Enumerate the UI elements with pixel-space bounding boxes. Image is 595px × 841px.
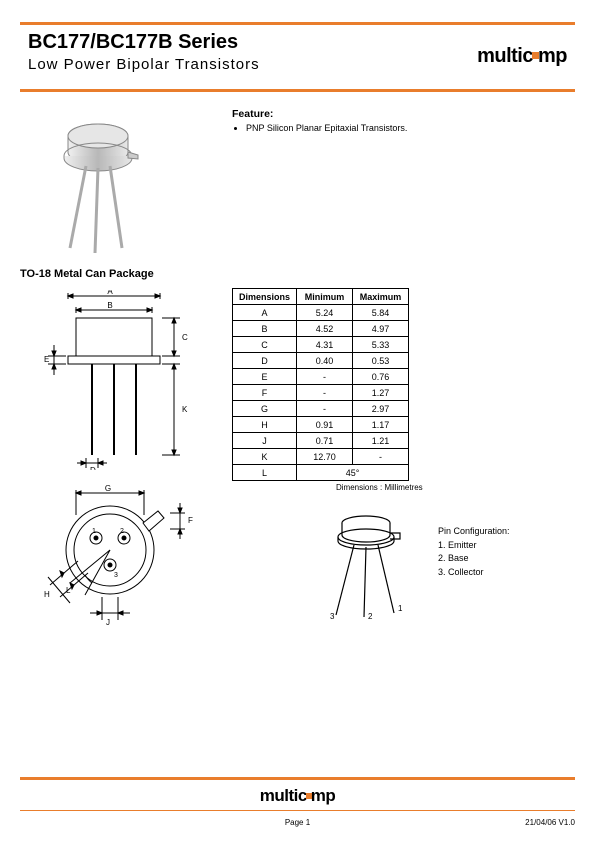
brand-logo-top: multicmp xyxy=(477,45,567,89)
pin-config-block: Pin Configuration: 1. Emitter 2. Base 3.… xyxy=(438,525,510,579)
dim-label-l: L xyxy=(66,586,71,595)
pin-num-2: 2 xyxy=(120,528,124,535)
series-subtitle: Low Power Bipolar Transistors xyxy=(28,56,260,73)
table-row: F-1.27 xyxy=(233,385,409,401)
dimensions-note: Dimensions : Millimetres xyxy=(336,483,423,492)
col-max: Maximum xyxy=(353,289,409,305)
datasheet-page: BC177/BC177B Series Low Power Bipolar Tr… xyxy=(0,0,595,841)
dim-label-k: K xyxy=(182,405,188,414)
brand-text-right: mp xyxy=(311,786,336,805)
footer-band: multicmp xyxy=(20,777,575,811)
pin-config-item: 2. Base xyxy=(438,552,510,566)
product-photo xyxy=(30,108,180,258)
brand-logo-bottom: multicmp xyxy=(260,786,336,805)
pin-config-item: 3. Collector xyxy=(438,566,510,580)
dim-label-c: C xyxy=(182,333,188,342)
table-row: G-2.97 xyxy=(233,401,409,417)
pin-draw-1: 1 xyxy=(398,604,403,613)
table-row: K12.70- xyxy=(233,449,409,465)
dim-label-f: F xyxy=(188,516,193,525)
pin-draw-3: 3 xyxy=(330,612,335,621)
footer-meta: Page 1 21/04/06 V1.0 xyxy=(20,818,575,827)
brand-text-right: mp xyxy=(538,45,567,67)
table-row: J0.711.21 xyxy=(233,433,409,449)
dim-label-e: E xyxy=(44,355,49,364)
dim-label-b: B xyxy=(107,301,112,310)
header-text-block: BC177/BC177B Series Low Power Bipolar Tr… xyxy=(28,31,260,89)
package-outline-bottom: G F H J L 1 2 3 xyxy=(30,485,200,630)
brand-text-left: multic xyxy=(477,45,533,67)
page-number: Page 1 xyxy=(20,818,575,827)
dim-label-a: A xyxy=(107,290,113,296)
table-header-row: Dimensions Minimum Maximum xyxy=(233,289,409,305)
series-title: BC177/BC177B Series xyxy=(28,31,260,54)
table-row: D0.400.53 xyxy=(233,353,409,369)
feature-item: PNP Silicon Planar Epitaxial Transistors… xyxy=(246,123,407,133)
pin-draw-2: 2 xyxy=(368,612,373,621)
col-min: Minimum xyxy=(297,289,353,305)
pin-config-item: 1. Emitter xyxy=(438,539,510,553)
package-title: TO-18 Metal Can Package xyxy=(20,268,154,280)
col-dim: Dimensions xyxy=(233,289,297,305)
feature-heading: Feature: xyxy=(232,108,407,120)
pin-config-heading: Pin Configuration: xyxy=(438,525,510,539)
table-row: E-0.76 xyxy=(233,369,409,385)
dim-label-h: H xyxy=(44,590,50,599)
brand-text-left: multic xyxy=(260,786,307,805)
package-outline-side: A B E C K D xyxy=(42,290,202,470)
feature-list: PNP Silicon Planar Epitaxial Transistors… xyxy=(246,123,407,133)
pin-config-drawing: 1 2 3 xyxy=(316,505,426,625)
table-row: A5.245.84 xyxy=(233,305,409,321)
pin-num-1: 1 xyxy=(92,528,96,535)
feature-block: Feature: PNP Silicon Planar Epitaxial Tr… xyxy=(232,108,407,133)
table-row-last: L45° xyxy=(233,465,409,481)
dim-label-g: G xyxy=(105,485,111,493)
table-row: C4.315.33 xyxy=(233,337,409,353)
pin-num-3: 3 xyxy=(114,572,118,579)
dim-label-d: D xyxy=(90,466,96,470)
header-band: BC177/BC177B Series Low Power Bipolar Tr… xyxy=(20,22,575,92)
dim-label-j: J xyxy=(106,618,110,627)
table-row: B4.524.97 xyxy=(233,321,409,337)
dimensions-table: Dimensions Minimum Maximum A5.245.84 B4.… xyxy=(232,288,409,481)
table-row: H0.911.17 xyxy=(233,417,409,433)
